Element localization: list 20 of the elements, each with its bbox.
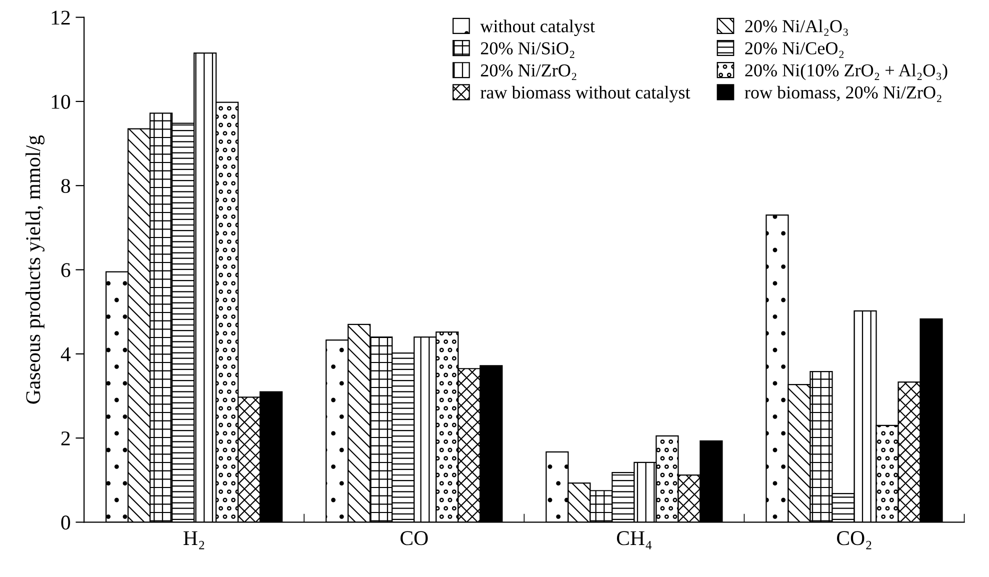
y-tick-label: 12 [52, 10, 70, 25]
y-tick-label: 0 [61, 516, 70, 530]
x-tick-label: H₂ [184, 531, 204, 550]
y-axis-title: Gaseous products yield, mmol/g [26, 135, 44, 404]
legend-label: 20% Ni/CeO₂ [745, 42, 844, 58]
legend-label: row biomass, 20% Ni/ZrO₂ [744, 86, 942, 102]
y-tick-label: 4 [60, 347, 71, 362]
x-tick-label: CH₄ [616, 531, 652, 550]
x-tick-label: CO₂ [837, 531, 872, 550]
x-tick-label: CO [400, 531, 428, 546]
legend-label: raw biomass without catalyst [480, 86, 690, 102]
legend-label: without catalyst [480, 20, 595, 36]
legend-label: 20% Ni/ZrO₂ [480, 64, 576, 80]
y-tick-label: 10 [52, 94, 70, 109]
legend-label: 20% Ni/Al₂O₃ [745, 20, 848, 36]
y-tick-label: 6 [61, 263, 70, 278]
y-tick-label: 2 [61, 431, 70, 446]
legend-label: 20% Ni/SiO₂ [480, 42, 574, 58]
y-tick-label: 8 [61, 178, 70, 194]
legend-label: 20% Ni(10% ZrO₂ + Al₂O₃) [745, 64, 948, 80]
